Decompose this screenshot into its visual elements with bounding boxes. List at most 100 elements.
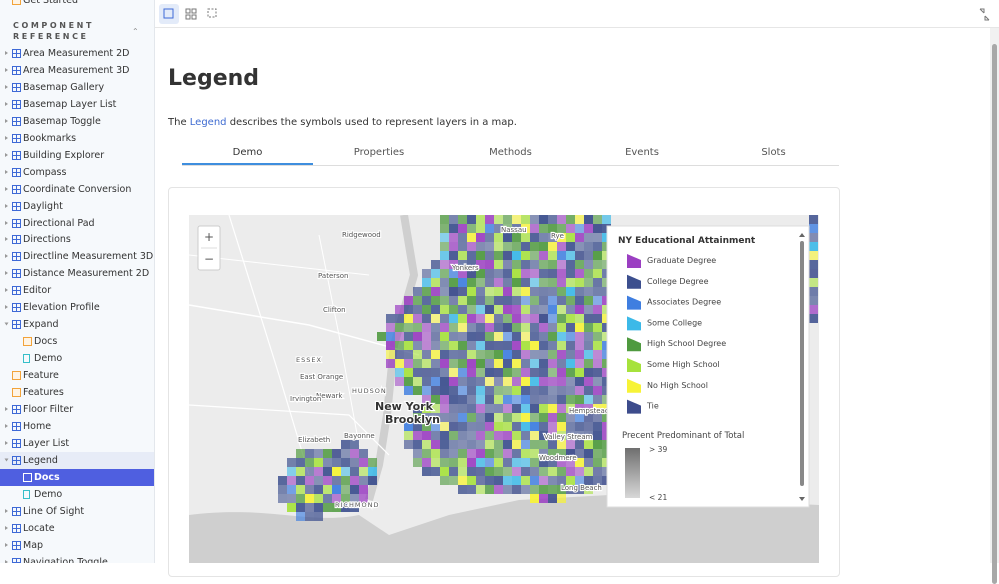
place-label: Long Beach bbox=[561, 484, 602, 492]
map-cell bbox=[575, 341, 584, 350]
map-cell bbox=[494, 323, 503, 332]
map-cell bbox=[467, 404, 476, 413]
nav-item[interactable]: Basemap Layer List bbox=[0, 96, 154, 113]
nav-item[interactable]: Line Of Sight bbox=[0, 503, 154, 520]
map-cell bbox=[440, 296, 449, 305]
map-cell bbox=[431, 260, 440, 269]
map-cell bbox=[503, 449, 512, 458]
nav-item[interactable]: Coordinate Conversion bbox=[0, 181, 154, 198]
scroll-down[interactable] bbox=[799, 497, 805, 501]
nav-item[interactable]: Compass bbox=[0, 164, 154, 181]
map-cell bbox=[476, 215, 485, 224]
grid-icon[interactable] bbox=[185, 8, 197, 20]
map-cell bbox=[566, 485, 575, 494]
nav-item[interactable]: Navigation Toggle bbox=[0, 554, 154, 563]
link[interactable]: Legend bbox=[189, 117, 227, 128]
map-cell bbox=[557, 377, 566, 386]
nav-item[interactable]: Basemap Toggle bbox=[0, 113, 154, 130]
map-cell bbox=[449, 269, 458, 278]
nav-item[interactable]: Docs bbox=[0, 468, 154, 486]
zoom-in[interactable]: + bbox=[204, 230, 214, 244]
tab[interactable]: Events bbox=[625, 147, 659, 158]
tab[interactable]: Properties bbox=[353, 147, 405, 158]
map-cell bbox=[449, 233, 458, 242]
nav-item[interactable]: Docs bbox=[0, 333, 154, 350]
nav-item[interactable]: Directional Pad bbox=[0, 215, 154, 232]
map-cell bbox=[485, 485, 494, 494]
component-icon bbox=[12, 421, 21, 431]
nav-item[interactable]: Layer List bbox=[0, 435, 154, 452]
map-cell bbox=[458, 314, 467, 323]
map-cell bbox=[521, 305, 530, 314]
map-cell bbox=[422, 377, 431, 386]
nav-item[interactable]: Locate bbox=[0, 520, 154, 537]
zoom-out[interactable]: − bbox=[204, 252, 214, 266]
collapse-icon[interactable]: ⌃ bbox=[132, 27, 139, 36]
image-icon[interactable] bbox=[163, 8, 174, 19]
map-cell bbox=[593, 467, 602, 476]
map-cell bbox=[440, 458, 449, 467]
map-cell bbox=[458, 431, 467, 440]
map-cell bbox=[476, 359, 485, 368]
section-title: COMPONENT REFERENCE bbox=[13, 21, 95, 41]
component-icon bbox=[12, 82, 21, 92]
outline-icon[interactable] bbox=[207, 8, 217, 18]
nav-item[interactable]: Expand bbox=[0, 316, 154, 333]
nav-item[interactable]: Distance Measurement 2D bbox=[0, 265, 154, 282]
nav-item[interactable]: Daylight bbox=[0, 198, 154, 215]
nav-item[interactable]: Directions bbox=[0, 231, 154, 248]
nav-item[interactable]: Building Explorer bbox=[0, 147, 154, 164]
nav-item[interactable]: Features bbox=[0, 384, 154, 401]
nav-item[interactable]: Area Measurement 3D bbox=[0, 62, 154, 79]
caret bbox=[5, 440, 8, 445]
tab[interactable]: Methods bbox=[489, 147, 532, 158]
nav-item[interactable]: Demo bbox=[0, 486, 154, 503]
nav-item[interactable]: Home bbox=[0, 418, 154, 435]
map-cell bbox=[557, 431, 566, 440]
nav-item[interactable]: Demo bbox=[0, 350, 154, 367]
map-cell bbox=[332, 449, 341, 458]
map-cell bbox=[458, 413, 467, 422]
scroll-thumb[interactable] bbox=[992, 44, 997, 584]
nav-item[interactable]: Area Measurement 2D bbox=[0, 45, 154, 62]
fullscreen-icon[interactable] bbox=[979, 8, 990, 21]
component-icon bbox=[12, 133, 21, 143]
map-cell bbox=[512, 485, 521, 494]
tab[interactable]: Demo bbox=[182, 143, 313, 165]
map-cell bbox=[521, 458, 530, 467]
nav-item[interactable]: Feature bbox=[0, 367, 154, 384]
nav-item[interactable]: Legend bbox=[0, 451, 154, 469]
map-cell bbox=[602, 215, 611, 224]
map-cell bbox=[584, 251, 593, 260]
nav-item[interactable]: Map bbox=[0, 537, 154, 554]
map-cell bbox=[503, 287, 512, 296]
map-cell bbox=[512, 440, 521, 449]
map-cell bbox=[503, 314, 512, 323]
map-cell bbox=[539, 242, 548, 251]
nav-item[interactable]: Basemap Gallery bbox=[0, 79, 154, 96]
map-cell bbox=[485, 350, 494, 359]
place-label: Nassau bbox=[501, 226, 527, 234]
map-cell bbox=[494, 350, 503, 359]
map-cell bbox=[485, 215, 494, 224]
nav-item[interactable]: Bookmarks bbox=[0, 130, 154, 147]
nav-item[interactable]: Floor Filter bbox=[0, 401, 154, 418]
map-cell bbox=[305, 503, 314, 512]
map-cell bbox=[575, 368, 584, 377]
scroll-up[interactable] bbox=[799, 233, 805, 237]
map-cell bbox=[431, 287, 440, 296]
nav-item[interactable]: Get Started bbox=[0, 0, 154, 9]
map-cell bbox=[575, 458, 584, 467]
map-cell bbox=[575, 287, 584, 296]
nav-item[interactable]: Directline Measurement 3D bbox=[0, 248, 154, 265]
map-cell bbox=[341, 440, 350, 449]
map-cell bbox=[467, 386, 476, 395]
map-cell bbox=[809, 251, 818, 260]
map-cell bbox=[575, 224, 584, 233]
tab[interactable]: Slots bbox=[761, 147, 786, 158]
legend-scroll-thumb[interactable] bbox=[800, 241, 804, 486]
map-cell bbox=[485, 296, 494, 305]
map-cell bbox=[458, 251, 467, 260]
nav-item[interactable]: Editor bbox=[0, 282, 154, 299]
nav-item[interactable]: Elevation Profile bbox=[0, 299, 154, 316]
